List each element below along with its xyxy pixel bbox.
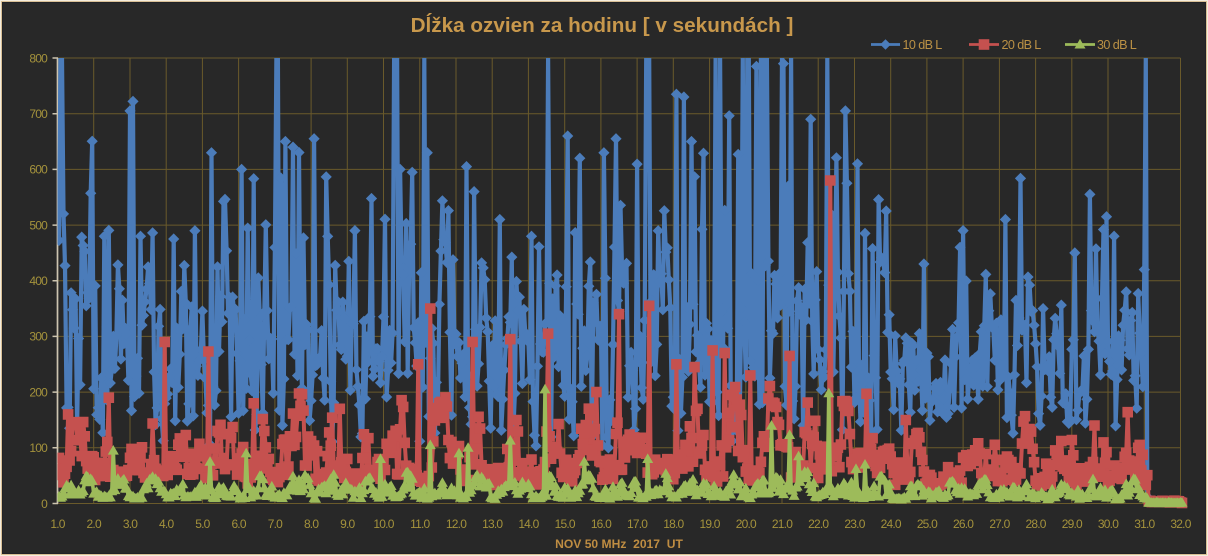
svg-text:5.0: 5.0	[195, 517, 210, 531]
svg-text:1.0: 1.0	[50, 517, 65, 531]
svg-text:30 dB L: 30 dB L	[1097, 38, 1137, 52]
svg-text:7.0: 7.0	[268, 517, 283, 531]
svg-text:24.0: 24.0	[881, 517, 902, 531]
svg-text:22.0: 22.0	[808, 517, 829, 531]
svg-text:300: 300	[29, 330, 48, 344]
svg-text:30.0: 30.0	[1098, 517, 1119, 531]
svg-text:21.0: 21.0	[772, 517, 793, 531]
svg-text:14.0: 14.0	[518, 517, 539, 531]
svg-text:23.0: 23.0	[844, 517, 865, 531]
svg-text:31.0: 31.0	[1134, 517, 1155, 531]
svg-text:200: 200	[29, 385, 48, 399]
svg-text:10.0: 10.0	[373, 517, 394, 531]
svg-text:28.0: 28.0	[1026, 517, 1047, 531]
svg-text:20.0: 20.0	[736, 517, 757, 531]
svg-text:6.0: 6.0	[231, 517, 246, 531]
svg-text:32.0: 32.0	[1170, 517, 1191, 531]
svg-text:11.0: 11.0	[410, 517, 430, 531]
svg-text:4.0: 4.0	[159, 517, 174, 531]
svg-text:13.0: 13.0	[482, 517, 503, 531]
svg-text:2.0: 2.0	[87, 517, 102, 531]
svg-text:15.0: 15.0	[555, 517, 576, 531]
svg-text:19.0: 19.0	[700, 517, 721, 531]
svg-text:8.0: 8.0	[304, 517, 319, 531]
svg-text:NOV 50 MHz 2017 UT: NOV 50 MHz 2017 UT	[555, 537, 683, 551]
svg-text:700: 700	[29, 107, 48, 121]
svg-text:27.0: 27.0	[989, 517, 1010, 531]
svg-text:0: 0	[41, 497, 48, 511]
svg-text:29.0: 29.0	[1062, 517, 1083, 531]
svg-text:400: 400	[29, 274, 48, 288]
svg-text:26.0: 26.0	[953, 517, 974, 531]
svg-text:600: 600	[29, 163, 48, 177]
svg-text:16.0: 16.0	[591, 517, 612, 531]
svg-text:3.0: 3.0	[123, 517, 138, 531]
svg-text:9.0: 9.0	[340, 517, 355, 531]
svg-text:17.0: 17.0	[627, 517, 648, 531]
svg-text:18.0: 18.0	[663, 517, 684, 531]
svg-text:12.0: 12.0	[446, 517, 467, 531]
svg-text:25.0: 25.0	[917, 517, 938, 531]
svg-text:20 dB L: 20 dB L	[1002, 38, 1042, 52]
svg-text:500: 500	[29, 218, 48, 232]
svg-text:Dĺžka ozvien za hodinu [ v sek: Dĺžka ozvien za hodinu [ v sekundách ]	[411, 13, 794, 37]
svg-text:10 dB L: 10 dB L	[903, 38, 943, 52]
svg-text:100: 100	[29, 441, 48, 455]
svg-text:800: 800	[29, 51, 48, 65]
